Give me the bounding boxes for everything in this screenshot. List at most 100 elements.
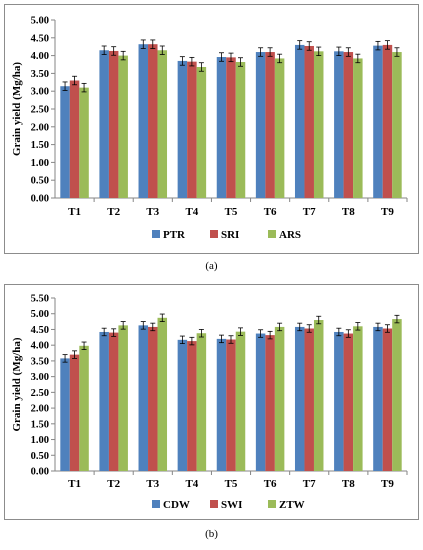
bar-swi: [382, 328, 393, 471]
bar-cdw: [216, 338, 227, 471]
bar-cdw: [334, 331, 344, 471]
y-tick-label: 4.00: [31, 341, 49, 352]
chart-panel-b: 0.00 0.50 1.00 1.50 2.00 2.50 3.00 3.50 4.00 4.50…: [4, 284, 419, 520]
bar-sri: [187, 61, 197, 198]
bar-cdw: [373, 326, 383, 471]
legend-label-ztw: ZTW: [279, 499, 305, 511]
legend-label-swi: SWI: [221, 499, 242, 511]
legend-label-sri: SRI: [221, 229, 239, 241]
bar-cdw: [99, 331, 109, 471]
bar-ptr: [99, 50, 109, 199]
bar-sri: [69, 80, 80, 198]
y-tick-label: 0.50: [31, 451, 49, 462]
x-category-label: T9: [381, 478, 394, 490]
bar-ars: [118, 55, 128, 198]
chart-panel-a: 0.00 0.50 1.00 1.50 2.00 2.50 3.00 3.50 4.00 4.50…: [4, 4, 419, 254]
bar-ptr: [255, 52, 266, 198]
y-tick-label: 2.00: [31, 404, 49, 415]
y-tick-label: 3.50: [31, 69, 49, 80]
y-tick-label: 4.50: [31, 33, 49, 44]
bar-ptr: [138, 44, 149, 198]
x-category-label: T8: [342, 206, 355, 218]
bar-ars: [392, 52, 402, 198]
bar-sri: [226, 57, 236, 198]
grain-yield-chart-a: 0.00 0.50 1.00 1.50 2.00 2.50 3.00 3.50 4.00 4.50…: [11, 16, 408, 241]
y-axis-label: Grain yield (Mg/ha): [11, 62, 23, 156]
bar-sri: [343, 52, 354, 198]
bar-ptr: [216, 57, 227, 198]
bar-ztw: [353, 326, 363, 471]
bar-cdw: [255, 333, 266, 471]
bar-swi: [343, 333, 354, 471]
bar-sri: [304, 45, 314, 198]
bar-cdw: [177, 339, 188, 471]
x-category-label: T6: [264, 478, 277, 490]
bar-ptr: [60, 86, 70, 198]
legend-swatch-cdw: [152, 500, 160, 508]
x-category-label: T1: [68, 206, 81, 218]
bar-ztw: [118, 325, 128, 471]
x-category-label: T5: [225, 478, 238, 490]
y-tick-label: 3.00: [31, 372, 49, 383]
bar-cdw: [138, 325, 149, 471]
bar-cdw: [60, 358, 70, 471]
bar-ztw: [196, 333, 207, 471]
legend-swatch-sri: [210, 230, 218, 238]
legend-swatch-ptr: [152, 230, 160, 238]
bar-ztw: [79, 345, 89, 471]
y-tick-label: 1.00: [31, 435, 49, 446]
x-category-label: T5: [225, 206, 238, 218]
bar-swi: [148, 326, 158, 471]
y-tick-label: 1.50: [31, 419, 49, 430]
legend-label-ptr: PTR: [163, 229, 186, 241]
bar-swi: [226, 339, 236, 471]
bar-sri: [108, 50, 119, 198]
bar-swi: [265, 335, 275, 471]
y-tick-label: 4.50: [31, 325, 49, 336]
bar-sri: [265, 52, 275, 198]
x-category-label: T1: [68, 478, 81, 490]
bar-ztw: [157, 317, 168, 471]
y-tick-label: 3.00: [31, 87, 49, 98]
bar-swi: [69, 354, 80, 471]
y-tick-label: 1.50: [31, 140, 49, 151]
y-axis-label: Grain yield (Mg/ha): [11, 337, 23, 431]
x-category-label: T3: [146, 206, 159, 218]
y-tick-label: 2.00: [31, 122, 49, 133]
bar-ars: [157, 50, 168, 199]
bar-swi: [187, 341, 197, 471]
y-tick-label: 5.50: [31, 294, 49, 305]
y-tick-label: 2.50: [31, 388, 49, 399]
bar-sri: [382, 44, 393, 198]
bar-sri: [148, 44, 158, 198]
y-tick-label: 0.00: [31, 467, 49, 478]
bar-ztw: [235, 331, 246, 471]
bar-ztw: [392, 319, 402, 471]
y-tick-label: 5.00: [31, 16, 49, 27]
bar-ptr: [177, 60, 188, 198]
legend-swatch-ars: [268, 230, 276, 238]
bar-ars: [274, 58, 285, 199]
bar-ptr: [334, 51, 344, 198]
bar-ars: [235, 62, 246, 199]
y-tick-label: 0.50: [31, 176, 49, 187]
grain-yield-chart-b: 0.00 0.50 1.00 1.50 2.00 2.50 3.00 3.50 4.00 4.50…: [11, 294, 408, 511]
bar-swi: [304, 328, 314, 471]
x-category-label: T4: [185, 206, 198, 218]
bar-ztw: [313, 320, 324, 471]
x-category-label: T2: [107, 478, 120, 490]
y-tick-label: 1.00: [31, 158, 49, 169]
panel-label-b: (b): [205, 528, 218, 540]
x-category-label: T3: [146, 478, 159, 490]
bar-ars: [196, 66, 207, 198]
panel-label-a: (a): [205, 260, 218, 272]
legend-swatch-swi: [210, 500, 218, 508]
bar-ars: [313, 51, 324, 198]
legend-label-ars: ARS: [279, 229, 301, 241]
bar-ars: [353, 58, 363, 199]
x-category-label: T2: [107, 206, 120, 218]
x-category-label: T7: [303, 206, 316, 218]
legend-swatch-ztw: [268, 500, 276, 508]
y-tick-label: 3.50: [31, 356, 49, 367]
y-tick-label: 2.50: [31, 105, 49, 116]
